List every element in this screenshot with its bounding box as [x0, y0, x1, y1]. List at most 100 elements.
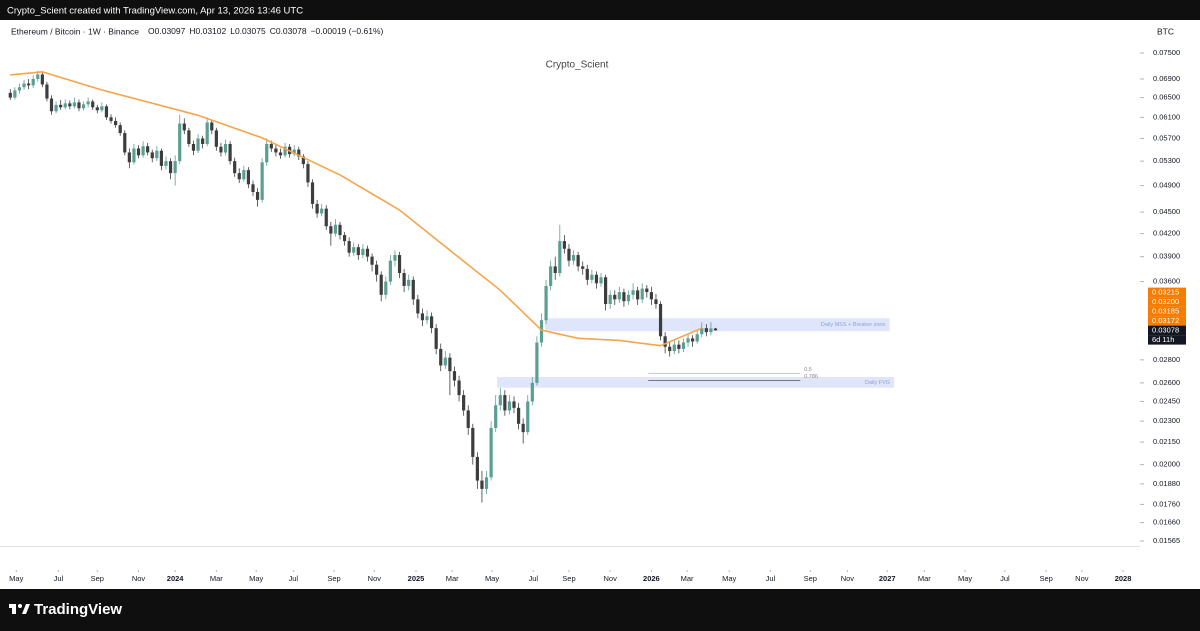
x-tick-label: May	[485, 574, 499, 583]
x-tick-label: Mar	[210, 574, 223, 583]
candle-body	[475, 456, 479, 481]
candle-body	[146, 146, 150, 153]
candle-body	[448, 357, 452, 372]
candle-body	[512, 401, 516, 408]
x-tick-label: Mar	[918, 574, 931, 583]
candle-body	[114, 120, 118, 126]
zone-label: Daily FVG	[865, 380, 890, 386]
footer-bar	[0, 589, 1200, 631]
y-tick-label: 0.03900	[1153, 252, 1180, 261]
x-tick-label: 2028	[1115, 574, 1132, 583]
candle-body	[196, 138, 200, 151]
candle-body	[645, 288, 649, 293]
candle-body	[72, 102, 76, 107]
candle-body	[237, 173, 241, 180]
candle-body	[530, 382, 534, 402]
candle-body	[700, 328, 704, 335]
x-tick-label: Mar	[446, 574, 459, 583]
candle-body	[301, 156, 305, 165]
price-label: 0.03200	[1152, 297, 1179, 306]
x-tick-label: Sep	[804, 574, 817, 583]
y-tick-label: 0.02800	[1153, 355, 1180, 364]
candle-body	[521, 423, 525, 433]
candle-body	[310, 182, 315, 204]
candle-body	[333, 224, 338, 234]
y-tick-label: 0.02150	[1153, 437, 1180, 446]
price-label: 0.03215	[1152, 287, 1179, 296]
y-tick-label: 0.02450	[1153, 396, 1180, 405]
candle-body	[539, 320, 544, 343]
candle-body	[526, 401, 530, 433]
candle-body	[132, 148, 136, 163]
x-tick-label: Jul	[54, 574, 64, 583]
candle-body	[608, 294, 612, 304]
x-tick-label: Nov	[368, 574, 382, 583]
x-tick-label: Mar	[681, 574, 694, 583]
candle-body	[480, 480, 484, 489]
countdown-box	[1148, 335, 1186, 345]
candle-body	[549, 266, 553, 286]
candle-body	[535, 342, 539, 383]
candle-body	[498, 395, 502, 406]
y-tick-label: 0.05300	[1153, 156, 1180, 165]
candle-body	[260, 162, 264, 200]
candle-body	[109, 117, 113, 121]
candle-body	[544, 285, 548, 321]
candle-body	[388, 260, 392, 282]
candle-body	[599, 277, 603, 284]
ohlc-key: C	[270, 26, 276, 36]
candle-body	[8, 92, 12, 98]
candle-body	[228, 143, 232, 162]
candle-body	[136, 148, 141, 156]
ohlc-key: O	[148, 26, 155, 36]
candle-body	[425, 316, 429, 321]
candle-body	[571, 255, 576, 261]
top-bar	[0, 0, 1200, 20]
candle-body	[347, 241, 351, 253]
candle-body	[677, 344, 681, 349]
y-tick-label: 0.01880	[1153, 479, 1180, 488]
y-tick-label: 0.07500	[1153, 48, 1180, 57]
candle-body	[255, 191, 260, 200]
candle-body	[27, 83, 31, 86]
candle-body	[315, 203, 319, 214]
candle-body	[168, 161, 173, 174]
candle-body	[278, 152, 283, 156]
candle-body	[397, 255, 402, 274]
candle-body	[375, 264, 379, 275]
x-tick-label: Jul	[528, 574, 538, 583]
candle-body	[13, 90, 17, 98]
candle-body	[292, 149, 296, 155]
x-tick-label: Nov	[841, 574, 855, 583]
candle-body	[471, 427, 475, 457]
x-tick-label: Sep	[91, 574, 104, 583]
candle-body	[210, 122, 214, 131]
ohlc-change: −0.00019 (−0.61%)	[311, 26, 384, 36]
candle-body	[636, 290, 640, 300]
brand: TradingView	[34, 601, 122, 618]
candle-body	[338, 224, 342, 236]
candle-body	[420, 313, 425, 321]
ohlc-value: 0.03097	[155, 26, 186, 36]
ohlc-value: 0.03075	[235, 26, 266, 36]
plot-area: 0.07500 0.06900 0.06500 0.06100 0.05700 0.053…	[8, 48, 1186, 583]
level-label: 0.5	[804, 367, 812, 373]
candle-body	[416, 299, 420, 314]
candle-body	[507, 401, 512, 411]
candle-body	[178, 123, 182, 162]
candle-body	[123, 133, 127, 153]
candle-body	[658, 303, 663, 337]
candle-body	[45, 84, 49, 99]
candle-body	[127, 152, 131, 163]
candle-body	[558, 241, 562, 274]
candle-body	[494, 405, 498, 428]
x-tick-label: Nov	[604, 574, 618, 583]
candle-body	[182, 123, 186, 131]
candle-body	[379, 274, 383, 295]
candle-body	[576, 255, 580, 267]
x-tick-label: Jul	[288, 574, 298, 583]
candle-body	[63, 103, 67, 108]
candle-body	[562, 241, 566, 249]
zone	[545, 318, 890, 332]
